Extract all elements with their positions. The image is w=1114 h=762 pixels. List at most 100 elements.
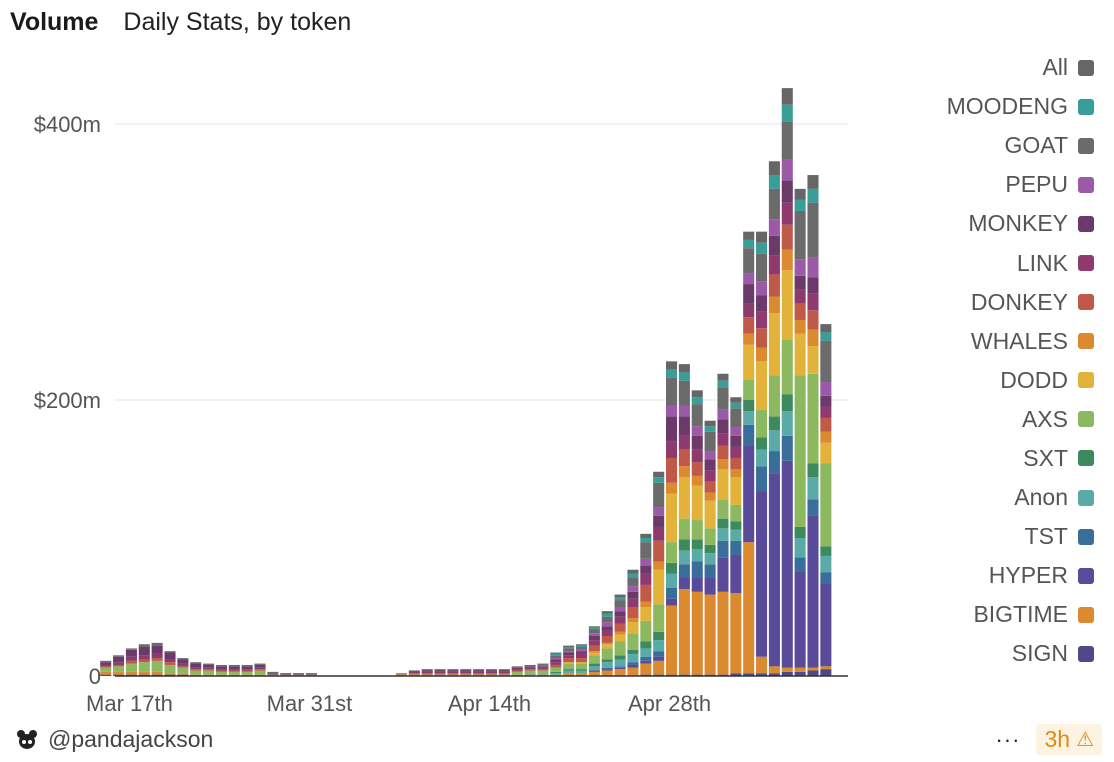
bar-segment xyxy=(177,667,189,674)
legend-item[interactable]: SIGN xyxy=(874,634,1094,673)
bar-segment xyxy=(627,607,639,619)
legend-item[interactable]: BIGTIME xyxy=(874,595,1094,634)
bar-segment xyxy=(820,555,832,573)
bar-segment xyxy=(241,670,253,672)
bar-segment xyxy=(563,670,575,674)
legend-item[interactable]: DODD xyxy=(874,361,1094,400)
legend-item[interactable]: MOODENG xyxy=(874,87,1094,126)
bar-segment xyxy=(730,446,742,458)
legend-swatch xyxy=(1078,294,1094,311)
bar-segment xyxy=(807,175,819,189)
bar-segment xyxy=(730,457,742,469)
legend-swatch xyxy=(1078,372,1094,389)
bar-segment xyxy=(640,601,652,607)
bar-segment xyxy=(768,175,780,189)
bar-segment xyxy=(601,630,613,636)
chart-subtitle: Daily Stats, by token xyxy=(123,8,352,36)
bar-segment xyxy=(666,562,678,574)
bar-segment xyxy=(575,673,588,676)
bar-segment xyxy=(601,659,613,663)
x-tick-label: Mar 17th xyxy=(86,691,173,716)
bar-segment xyxy=(241,664,253,667)
bar-segment xyxy=(138,662,150,672)
bar-segment xyxy=(794,526,806,538)
bar-segment xyxy=(421,670,433,672)
bar-segment xyxy=(717,499,729,519)
more-options-button[interactable]: ··· xyxy=(995,726,1021,752)
legend-swatch xyxy=(1078,645,1094,662)
bar-segment xyxy=(575,647,588,650)
legend-item[interactable]: SXT xyxy=(874,439,1094,478)
legend-item[interactable]: LINK xyxy=(874,243,1094,282)
legend-item[interactable]: HYPER xyxy=(874,556,1094,595)
bar-segment xyxy=(704,500,716,529)
bar-segment xyxy=(717,419,729,434)
bar-segment xyxy=(627,662,639,665)
bar-segment xyxy=(537,666,549,668)
bar-segment xyxy=(756,409,768,438)
bar-segment xyxy=(691,435,703,450)
legend-item[interactable]: TST xyxy=(874,517,1094,556)
bar-segment xyxy=(588,666,600,671)
bar-segment xyxy=(113,666,125,672)
bar-segment xyxy=(190,663,202,668)
bar-segment xyxy=(485,669,498,671)
legend-item[interactable]: DONKEY xyxy=(874,283,1094,322)
bar-segment xyxy=(781,249,793,271)
legend-label: SIGN xyxy=(1011,640,1068,667)
bar-segment xyxy=(113,671,125,675)
legend-swatch xyxy=(1078,176,1094,193)
bar-segment xyxy=(678,518,690,540)
bar-segment xyxy=(601,635,613,643)
bar-segment xyxy=(730,673,742,676)
bar-segment xyxy=(228,671,240,675)
bar-segment xyxy=(563,669,575,671)
bar-segment xyxy=(794,289,806,304)
bar-segment xyxy=(473,671,485,674)
legend-item[interactable]: AXS xyxy=(874,400,1094,439)
bar-segment xyxy=(100,662,112,665)
legend-label: BIGTIME xyxy=(973,601,1068,628)
bar-segment xyxy=(190,669,202,671)
legend-item[interactable]: GOAT xyxy=(874,126,1094,165)
legend-item[interactable]: PEPU xyxy=(874,165,1094,204)
legend-swatch xyxy=(1078,98,1094,115)
bar-segment xyxy=(691,462,703,476)
bar-segment xyxy=(704,553,716,565)
author-attribution[interactable]: @pandajackson xyxy=(16,726,213,753)
bar-segment xyxy=(164,651,176,653)
bar-segment xyxy=(563,662,575,664)
bar-segment xyxy=(717,459,729,469)
bar-segment xyxy=(640,533,652,538)
author-name[interactable]: @pandajackson xyxy=(48,726,214,752)
legend-item[interactable]: MONKEY xyxy=(874,204,1094,243)
bar-segment xyxy=(627,664,639,668)
staleness-badge[interactable]: 3h ⚠ xyxy=(1036,724,1102,755)
bar-segment xyxy=(460,673,472,675)
bar-segment xyxy=(498,673,510,675)
bar-segment xyxy=(768,188,780,220)
legend-item[interactable]: WHALES xyxy=(874,322,1094,361)
legend-item[interactable]: Anon xyxy=(874,478,1094,517)
bar-segment xyxy=(653,561,665,570)
bar-segment xyxy=(820,395,832,407)
bar-segment xyxy=(434,673,446,675)
bar-segment xyxy=(125,663,137,672)
bar-segment xyxy=(408,670,420,672)
bar-segment xyxy=(640,656,652,661)
bar-segment xyxy=(666,587,678,599)
bar-segment xyxy=(537,673,549,675)
bar-segment xyxy=(215,669,227,671)
bar-segment xyxy=(473,669,485,671)
legend-swatch xyxy=(1078,528,1094,545)
legend-item[interactable]: All xyxy=(874,48,1094,87)
bar-segment xyxy=(601,613,613,617)
bar-segment xyxy=(588,627,600,630)
chart-header: Volume Daily Stats, by token xyxy=(10,8,351,37)
bar-segment xyxy=(588,671,600,676)
bar-segment xyxy=(730,554,742,594)
bar-segment xyxy=(704,492,716,501)
bar-segment xyxy=(730,593,742,674)
bar-segment xyxy=(743,542,755,674)
bar-segment xyxy=(743,344,755,380)
